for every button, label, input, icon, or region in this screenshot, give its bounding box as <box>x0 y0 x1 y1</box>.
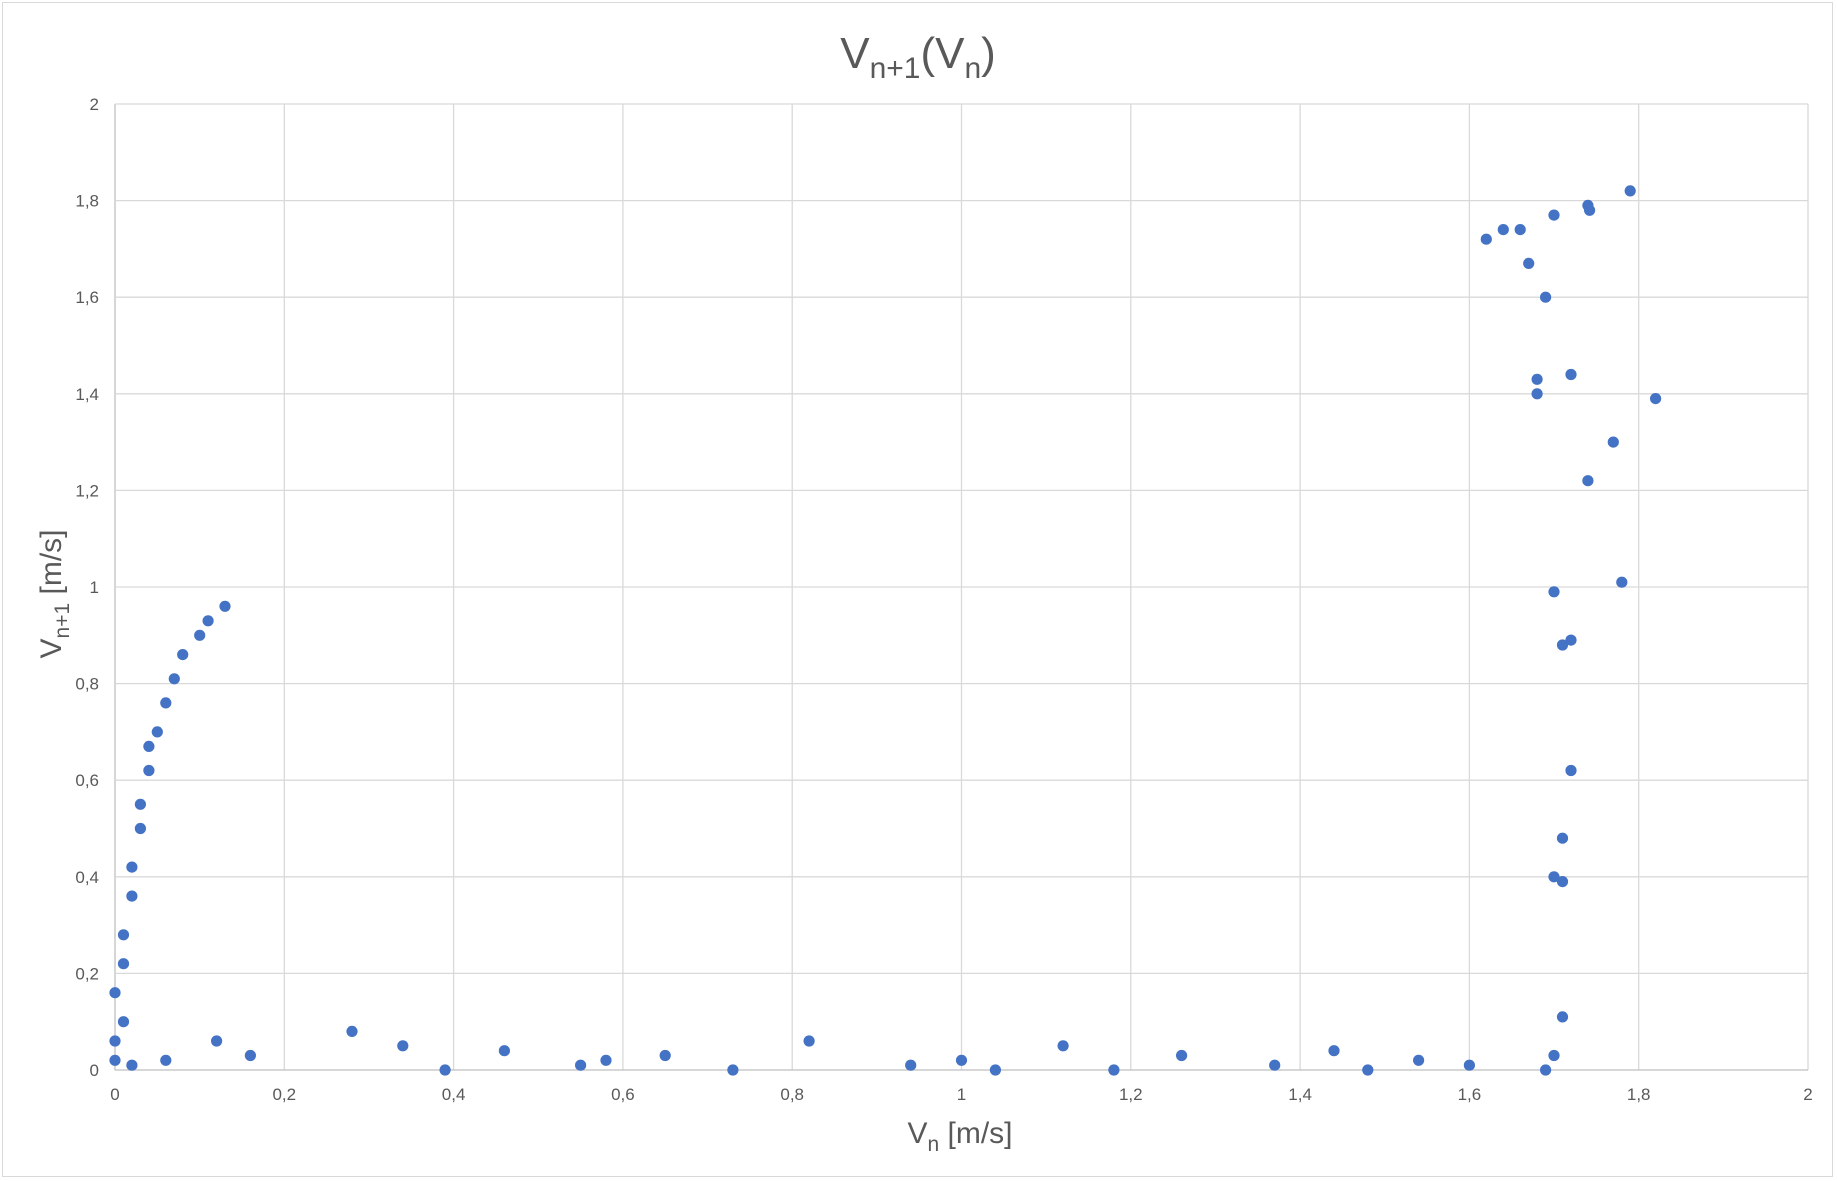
x-tick-label: 0,4 <box>442 1085 466 1104</box>
data-point <box>1556 832 1569 844</box>
data-point <box>126 890 138 902</box>
data-point <box>575 1059 587 1071</box>
data-point <box>160 697 172 709</box>
data-point <box>1616 576 1628 588</box>
data-point <box>1556 876 1569 888</box>
y-tick-label: 0,8 <box>75 675 99 694</box>
data-point <box>168 673 180 685</box>
data-point <box>1057 1040 1069 1052</box>
data-point <box>143 764 155 777</box>
x-tick-label: 1,6 <box>1458 1085 1482 1104</box>
y-tick-label: 2 <box>90 95 99 114</box>
data-point <box>126 1059 138 1071</box>
data-point <box>397 1040 409 1052</box>
x-tick-label: 2 <box>1803 1085 1812 1104</box>
y-tick-label: 0,2 <box>75 964 99 983</box>
x-tick-label: 0,6 <box>611 1085 635 1104</box>
data-point <box>1548 586 1560 598</box>
data-point <box>989 1064 1002 1076</box>
data-point <box>1540 291 1552 303</box>
data-point <box>117 929 130 941</box>
data-point <box>1565 368 1577 381</box>
y-tick-label: 0,6 <box>75 771 99 790</box>
data-point <box>1565 764 1577 777</box>
data-point <box>600 1054 612 1066</box>
data-point <box>498 1045 510 1057</box>
data-point <box>1624 185 1636 197</box>
data-point <box>1328 1045 1340 1057</box>
data-point <box>439 1064 451 1076</box>
data-point <box>160 1054 172 1066</box>
data-point <box>202 615 214 627</box>
data-point <box>109 1054 121 1066</box>
data-point <box>1565 634 1577 646</box>
y-tick-label: 1,6 <box>75 288 99 307</box>
data-point <box>905 1059 917 1071</box>
data-point <box>1548 209 1560 221</box>
data-point <box>177 649 189 661</box>
data-point <box>1531 388 1543 400</box>
data-point <box>143 740 155 753</box>
data-point <box>109 987 121 999</box>
x-tick-label: 1,4 <box>1288 1085 1312 1104</box>
data-points <box>109 185 1662 1076</box>
chart-title: Vn+1(Vn) <box>840 29 996 85</box>
data-point <box>346 1025 358 1037</box>
x-tick-label: 0,8 <box>780 1085 804 1104</box>
x-tick-label: 1 <box>957 1085 966 1104</box>
data-point <box>1548 871 1560 883</box>
data-point <box>659 1049 671 1062</box>
data-point <box>134 798 146 810</box>
data-point <box>955 1054 968 1066</box>
tick-labels: 0 0,2 0,4 0,6 0,8 1 1,2 1,4 1,6 1,8 2 0 0,2 0,4 0,6 0,8… <box>75 95 1812 1104</box>
data-point <box>1497 224 1509 236</box>
y-axis-label: Vn+1 [m/s] <box>35 530 74 659</box>
data-point <box>117 958 130 970</box>
data-point <box>211 1035 223 1047</box>
data-point <box>1584 204 1596 216</box>
data-point <box>244 1049 256 1062</box>
x-axis-label: Vn [m/s] <box>907 1117 1012 1156</box>
data-point <box>117 1016 130 1028</box>
data-point <box>1556 639 1569 651</box>
x-tick-label: 1,2 <box>1119 1085 1143 1104</box>
data-point <box>1362 1064 1374 1076</box>
y-tick-label: 1,2 <box>75 481 99 500</box>
data-point <box>126 861 138 873</box>
x-tick-label: 0 <box>110 1085 119 1104</box>
data-point <box>1650 393 1662 405</box>
data-point <box>109 1035 121 1047</box>
data-point <box>1108 1064 1120 1076</box>
data-point <box>1548 1049 1560 1062</box>
gridlines <box>114 103 1809 1071</box>
data-point <box>803 1035 815 1047</box>
data-point <box>1514 224 1526 236</box>
data-point <box>727 1064 739 1076</box>
data-point <box>1463 1059 1475 1071</box>
data-point <box>134 822 146 835</box>
data-point <box>151 726 163 738</box>
data-point <box>1607 436 1619 448</box>
data-point <box>219 600 231 612</box>
data-point <box>1531 373 1543 385</box>
data-point <box>1540 1064 1552 1076</box>
y-tick-label: 1,4 <box>75 385 99 404</box>
data-point <box>1556 1011 1569 1023</box>
data-point <box>1413 1054 1425 1066</box>
x-tick-label: 0,2 <box>272 1085 296 1104</box>
data-point <box>1480 233 1492 245</box>
data-point <box>1176 1049 1188 1062</box>
data-point <box>1269 1059 1281 1071</box>
y-tick-label: 0 <box>90 1061 99 1080</box>
y-tick-label: 1 <box>90 578 99 597</box>
y-tick-label: 1,8 <box>75 192 99 211</box>
data-point <box>194 629 206 641</box>
y-tick-label: 0,4 <box>75 868 99 887</box>
data-point <box>1582 475 1594 487</box>
data-point <box>1523 257 1535 269</box>
x-tick-label: 1,8 <box>1627 1085 1651 1104</box>
